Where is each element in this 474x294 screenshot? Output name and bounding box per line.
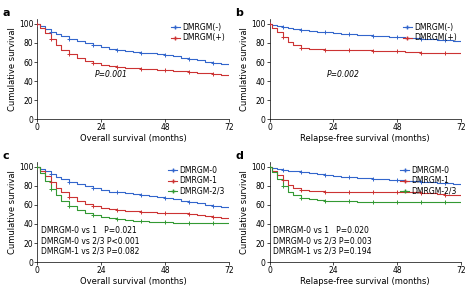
Text: DMRGM-0 vs 1   P=0.020
DMRGM-0 vs 2/3 P=0.003
DMRGM-1 vs 2/3 P=0.194: DMRGM-0 vs 1 P=0.020 DMRGM-0 vs 2/3 P=0.… [273, 226, 372, 256]
Text: c: c [3, 151, 9, 161]
Text: P=0.001: P=0.001 [95, 70, 128, 79]
X-axis label: Overall survival (months): Overall survival (months) [80, 277, 186, 286]
X-axis label: Relapse-free survival (months): Relapse-free survival (months) [301, 277, 430, 286]
Text: P=0.002: P=0.002 [327, 70, 360, 79]
Y-axis label: Cumulative survival: Cumulative survival [9, 170, 18, 254]
Text: b: b [235, 8, 243, 18]
Y-axis label: Cumulative survival: Cumulative survival [9, 27, 18, 111]
Text: a: a [3, 8, 10, 18]
Legend: DMRGM(-), DMRGM(+): DMRGM(-), DMRGM(+) [171, 23, 225, 42]
Legend: DMRGM-0, DMRGM-1, DMRGM-2/3: DMRGM-0, DMRGM-1, DMRGM-2/3 [168, 166, 225, 196]
Y-axis label: Cumulative survival: Cumulative survival [240, 170, 249, 254]
Legend: DMRGM(-), DMRGM(+): DMRGM(-), DMRGM(+) [403, 23, 457, 42]
Text: d: d [235, 151, 243, 161]
X-axis label: Relapse-free survival (months): Relapse-free survival (months) [301, 134, 430, 143]
Y-axis label: Cumulative survival: Cumulative survival [240, 27, 249, 111]
X-axis label: Overall survival (months): Overall survival (months) [80, 134, 186, 143]
Legend: DMRGM-0, DMRGM-1, DMRGM-2/3: DMRGM-0, DMRGM-1, DMRGM-2/3 [400, 166, 457, 196]
Text: DMRGM-0 vs 1   P=0.021
DMRGM-0 vs 2/3 P<0.001
DMRGM-1 vs 2/3 P=0.082: DMRGM-0 vs 1 P=0.021 DMRGM-0 vs 2/3 P<0.… [41, 226, 140, 256]
